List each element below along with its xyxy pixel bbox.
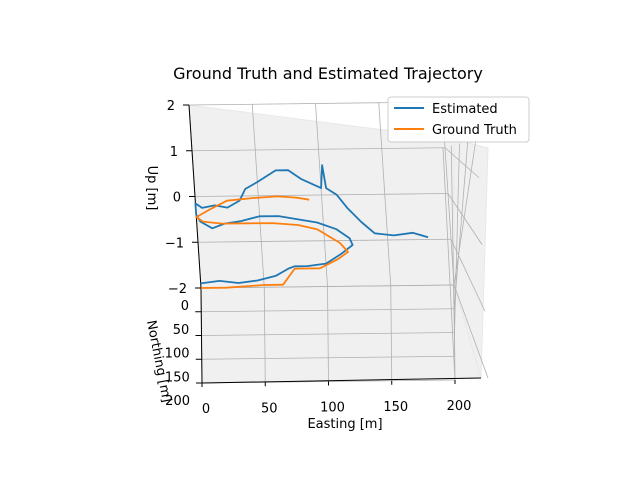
z-tick-label: 2 <box>167 99 175 114</box>
legend: Estimated Ground Truth <box>387 96 530 143</box>
series-line-ground-truth <box>195 195 349 289</box>
grid-y-floor <box>201 355 455 360</box>
y-tick-label: 150 <box>165 370 190 385</box>
axes-panes <box>188 104 489 384</box>
grid-y-side <box>453 141 469 309</box>
x-tick-label: 0 <box>202 402 210 417</box>
grid-z-side <box>444 147 480 179</box>
tick-marks <box>183 104 456 387</box>
chart-title: Ground Truth and Estimated Trajectory <box>173 64 483 83</box>
grid-z-back <box>191 147 446 152</box>
x-tick-label: 150 <box>383 400 408 415</box>
tick-labels: 0 50 100 150 200 0 50 100 150 200 −2 −1 0 1 2 <box>165 99 472 417</box>
z-tick-label: −1 <box>165 236 184 251</box>
x-axis-line <box>201 377 482 384</box>
y-tick-label: 50 <box>173 323 190 338</box>
grid-y-side <box>454 143 460 333</box>
grid-z-back <box>194 193 449 197</box>
x-tick-label: 50 <box>261 401 278 416</box>
x-tick-label: 200 <box>447 399 472 414</box>
grid-y-side <box>450 145 456 357</box>
grid-z-side <box>453 284 489 379</box>
grid-y-floor <box>201 332 455 336</box>
grid-z-back <box>200 284 455 289</box>
legend-label-estimated: Estimated <box>432 102 498 117</box>
z-tick-label: 1 <box>170 145 178 160</box>
y-tick-label: 0 <box>181 299 189 314</box>
z-tick-label: −2 <box>168 282 187 297</box>
grid-z-back <box>197 238 452 243</box>
grid-z-side <box>447 193 483 245</box>
x-tick-label: 100 <box>320 401 345 416</box>
series-lines <box>194 164 429 289</box>
legend-label-ground-truth: Ground Truth <box>432 123 517 138</box>
y-tick-label: 200 <box>165 394 190 409</box>
grid-y-side <box>442 147 456 381</box>
grid-z-side <box>450 239 486 312</box>
x-axis-label: Easting [m] <box>307 417 382 432</box>
grid-lines <box>188 101 489 384</box>
y-tick-label: 100 <box>165 347 190 362</box>
grid-y-floor <box>201 308 455 313</box>
z-tick-label: 0 <box>173 191 181 206</box>
grid-y-side <box>453 138 477 286</box>
z-axis-label: Up [m] <box>144 166 159 211</box>
